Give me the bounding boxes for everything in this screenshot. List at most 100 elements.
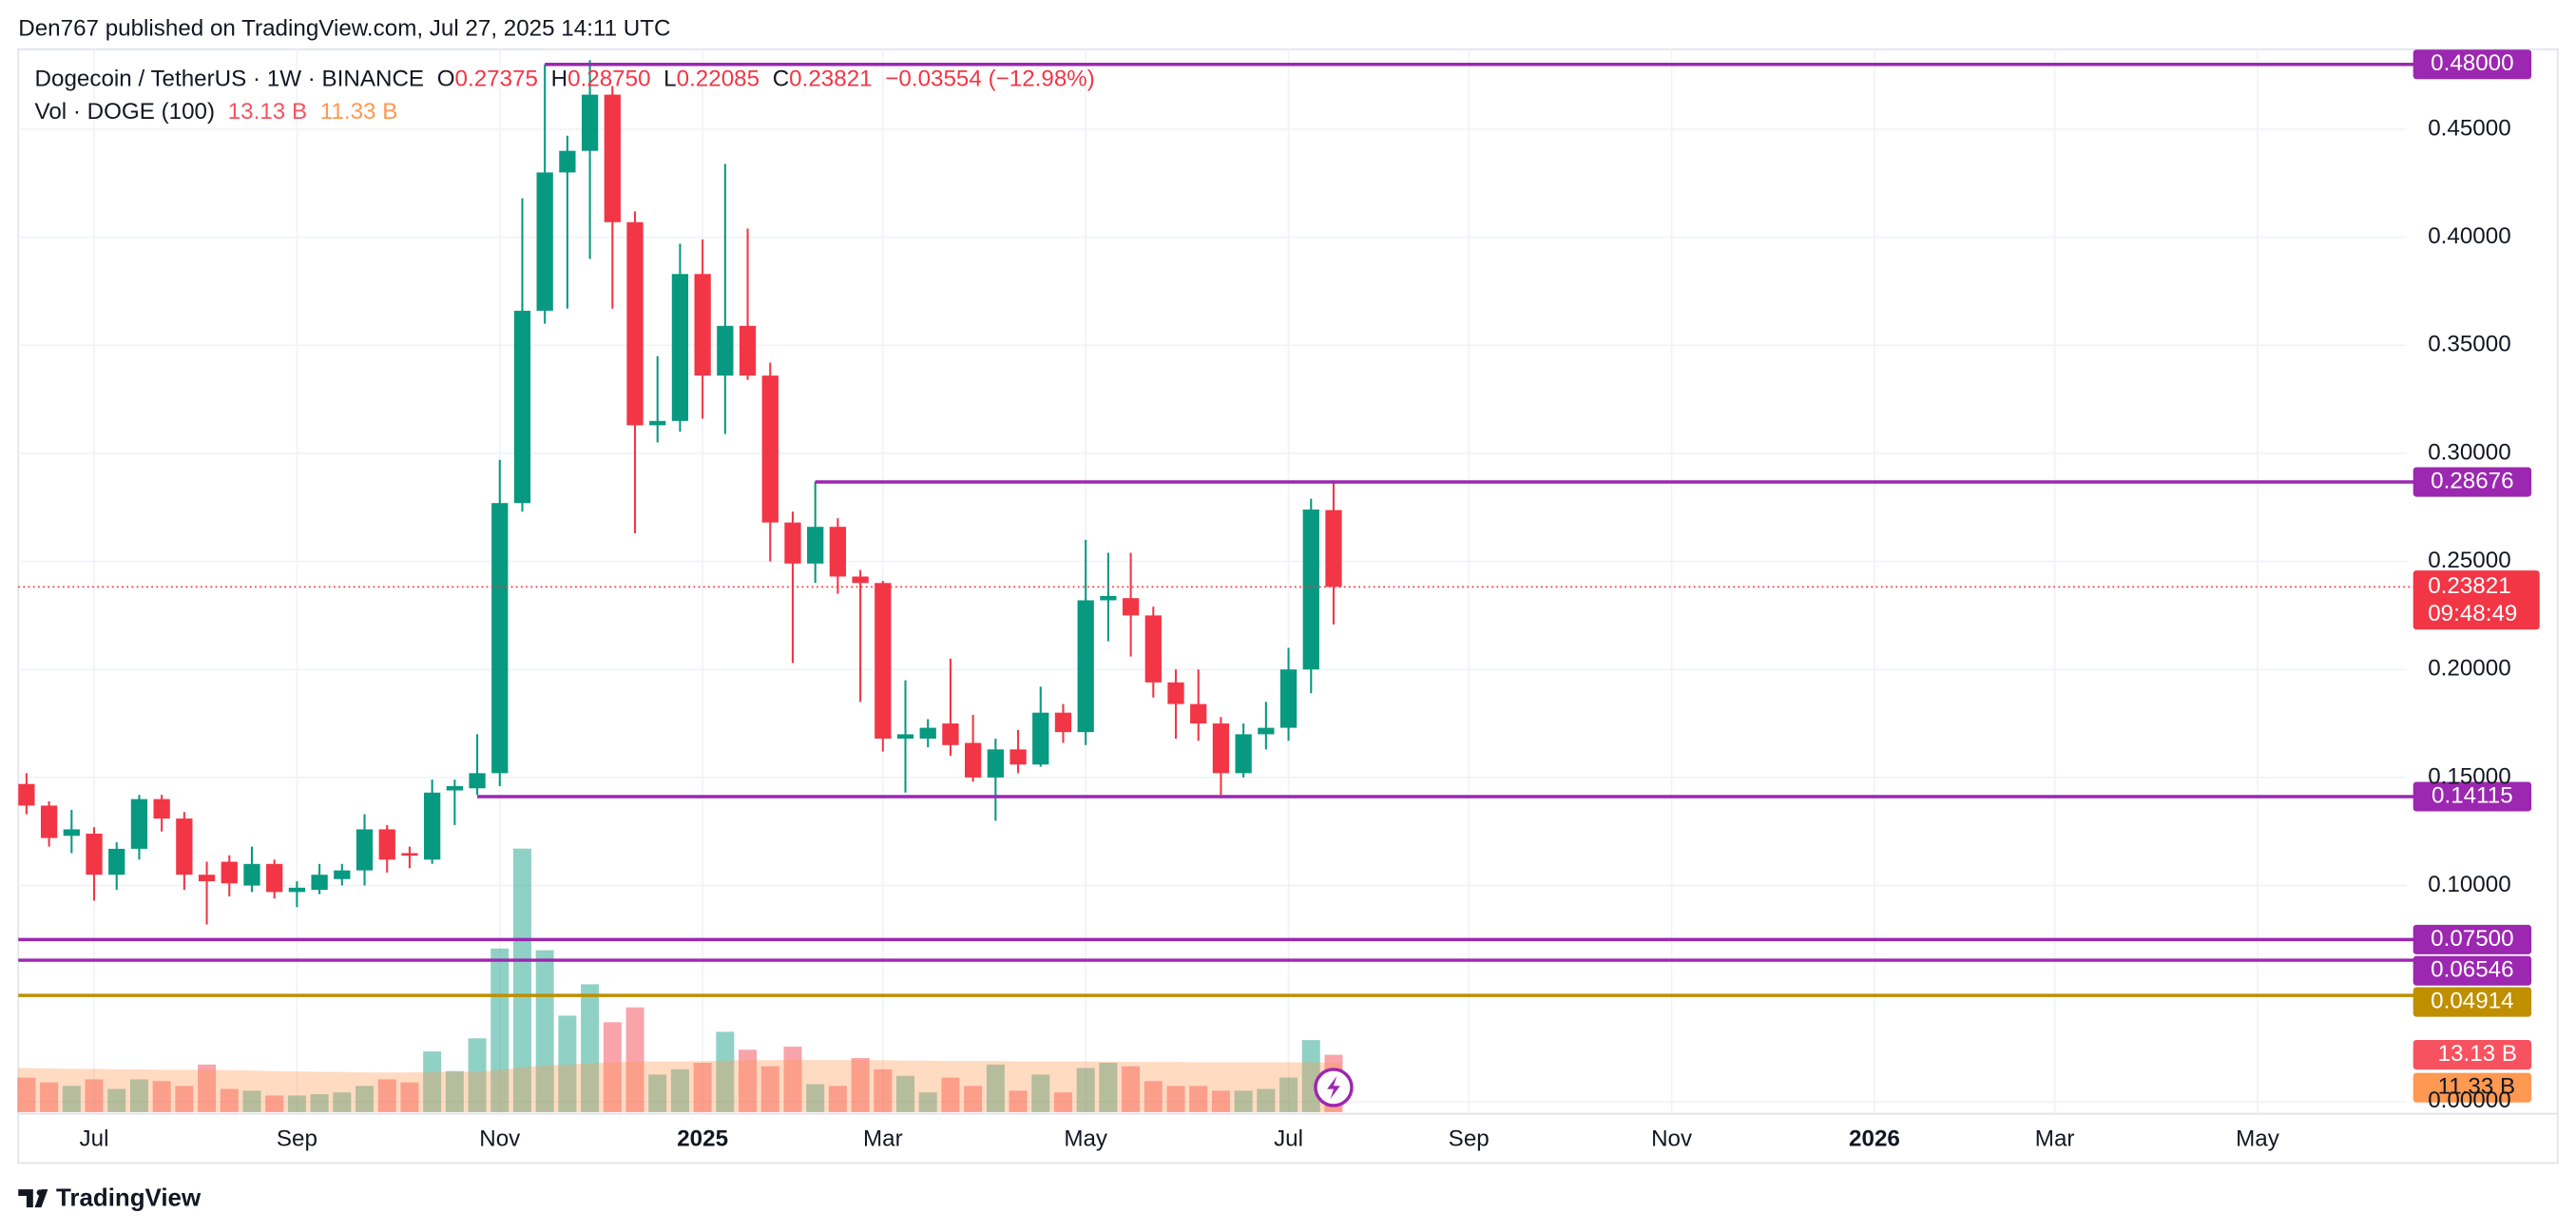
candle-body xyxy=(266,863,283,893)
candle-body xyxy=(559,150,576,173)
candle-body xyxy=(1167,682,1184,704)
candle-body xyxy=(401,853,418,857)
candle-body xyxy=(446,785,463,791)
volume-bar xyxy=(1257,1088,1276,1112)
candle-body xyxy=(919,727,936,739)
volume-bar xyxy=(1031,1074,1050,1112)
level-label: 0.48000 xyxy=(2431,50,2513,76)
volume-bar xyxy=(581,984,600,1112)
attribution: Den767 published on TradingView.com, Jul… xyxy=(18,15,670,41)
volume-bar xyxy=(1009,1090,1028,1112)
level-label-box xyxy=(2413,467,2532,497)
volume-value: 13.13 B xyxy=(228,100,307,125)
candle-body xyxy=(221,861,238,884)
volume-bar xyxy=(986,1064,1005,1112)
volume-bar xyxy=(129,1079,148,1112)
brand: TradingView xyxy=(56,1184,202,1211)
volume-bar xyxy=(423,1051,442,1112)
overlays: 0.48000 0.28676 0.14115 0.07500 0.06546 0.049… xyxy=(18,49,2540,1107)
volume-bar xyxy=(874,1068,893,1112)
candle-body xyxy=(739,325,757,376)
candles xyxy=(18,60,1342,925)
candle-body xyxy=(1009,749,1027,765)
candle-body xyxy=(1325,510,1342,587)
candle-body xyxy=(1054,712,1072,733)
x-tick-label: Nov xyxy=(479,1126,521,1152)
volume-bar xyxy=(265,1095,284,1112)
volume-bar xyxy=(783,1047,802,1112)
volume-bar xyxy=(739,1049,758,1112)
level-label: 0.28676 xyxy=(2431,468,2513,493)
candle-body xyxy=(311,875,328,891)
volume-bar xyxy=(220,1088,239,1112)
volume-bar xyxy=(1099,1062,1118,1112)
volume-ma-label-box xyxy=(2413,1072,2532,1103)
candle-body xyxy=(1077,600,1094,733)
x-tick-label: May xyxy=(2236,1126,2280,1152)
candle-body xyxy=(694,274,711,376)
volume-bar xyxy=(896,1075,915,1112)
volume-bar xyxy=(1166,1086,1185,1112)
y-tick-label: 0.20000 xyxy=(2428,656,2510,682)
high-value: 0.28750 xyxy=(567,67,650,92)
volume-bar xyxy=(760,1066,779,1112)
y-tick-label: 0.00000 xyxy=(2428,1088,2510,1113)
x-tick-label: 2026 xyxy=(1849,1126,1900,1152)
y-tick-label: 0.15000 xyxy=(2428,763,2510,789)
x-tick-label: May xyxy=(1064,1126,1108,1152)
volume-legend: Vol · DOGE (100) 13.13 B 11.33 B xyxy=(35,100,398,125)
candle-body xyxy=(469,773,486,789)
candle-body xyxy=(40,805,58,838)
candle-body xyxy=(852,576,869,584)
candle-body xyxy=(198,875,216,881)
volume-bar xyxy=(603,1022,622,1112)
volume-bar xyxy=(287,1095,306,1112)
candle-body xyxy=(964,742,982,778)
candle-body xyxy=(153,799,170,819)
candle-body xyxy=(942,723,959,745)
candle-body xyxy=(176,818,193,876)
volume-bar xyxy=(175,1086,194,1112)
volume-bar xyxy=(964,1086,983,1112)
x-tick-label: Jul xyxy=(80,1126,109,1152)
level-label-box xyxy=(2413,924,2532,954)
volume-bar xyxy=(400,1082,419,1112)
change: −0.03554 xyxy=(885,67,982,92)
candle-body xyxy=(513,310,531,504)
high-letter: H xyxy=(551,67,567,92)
candle-body xyxy=(356,829,374,871)
volume-bar xyxy=(1076,1068,1095,1112)
y-tick-label: 0.30000 xyxy=(2428,439,2510,465)
volume-bar xyxy=(535,950,554,1112)
candle-body xyxy=(1100,595,1117,601)
x-tick-label: Sep xyxy=(1449,1126,1490,1152)
candle-body xyxy=(1212,723,1230,774)
level-label-box xyxy=(2413,49,2532,80)
volume-bar xyxy=(918,1092,937,1112)
symbol: Dogecoin / TetherUS · 1W · BINANCE xyxy=(35,67,425,92)
y-tick-label: 0.25000 xyxy=(2428,548,2510,573)
volume-bar xyxy=(716,1031,735,1112)
last-price-box xyxy=(2413,570,2540,630)
candle-body xyxy=(378,829,395,860)
y-tick-label: 0.35000 xyxy=(2428,332,2510,357)
volume-bar xyxy=(1122,1066,1141,1112)
x-tick-label: 2025 xyxy=(677,1126,728,1152)
grid xyxy=(18,48,2407,1114)
y-tick-label: 0.40000 xyxy=(2428,223,2510,249)
candle-body xyxy=(784,522,801,564)
x-tick-label: Sep xyxy=(277,1126,317,1152)
volume-bar xyxy=(468,1038,487,1112)
countdown: 09:48:49 xyxy=(2428,601,2517,626)
candle-body xyxy=(243,863,260,886)
brand-logo xyxy=(18,1189,48,1208)
volume-bar xyxy=(356,1086,375,1112)
level-label-box xyxy=(2413,987,2532,1017)
volume-bar xyxy=(242,1090,261,1112)
x-tick-label: Mar xyxy=(2035,1126,2075,1152)
volume-bar xyxy=(85,1079,104,1112)
volume-bar xyxy=(40,1082,59,1112)
low-letter: L xyxy=(663,67,676,92)
candle-body xyxy=(424,792,441,860)
candle-body xyxy=(649,420,666,426)
